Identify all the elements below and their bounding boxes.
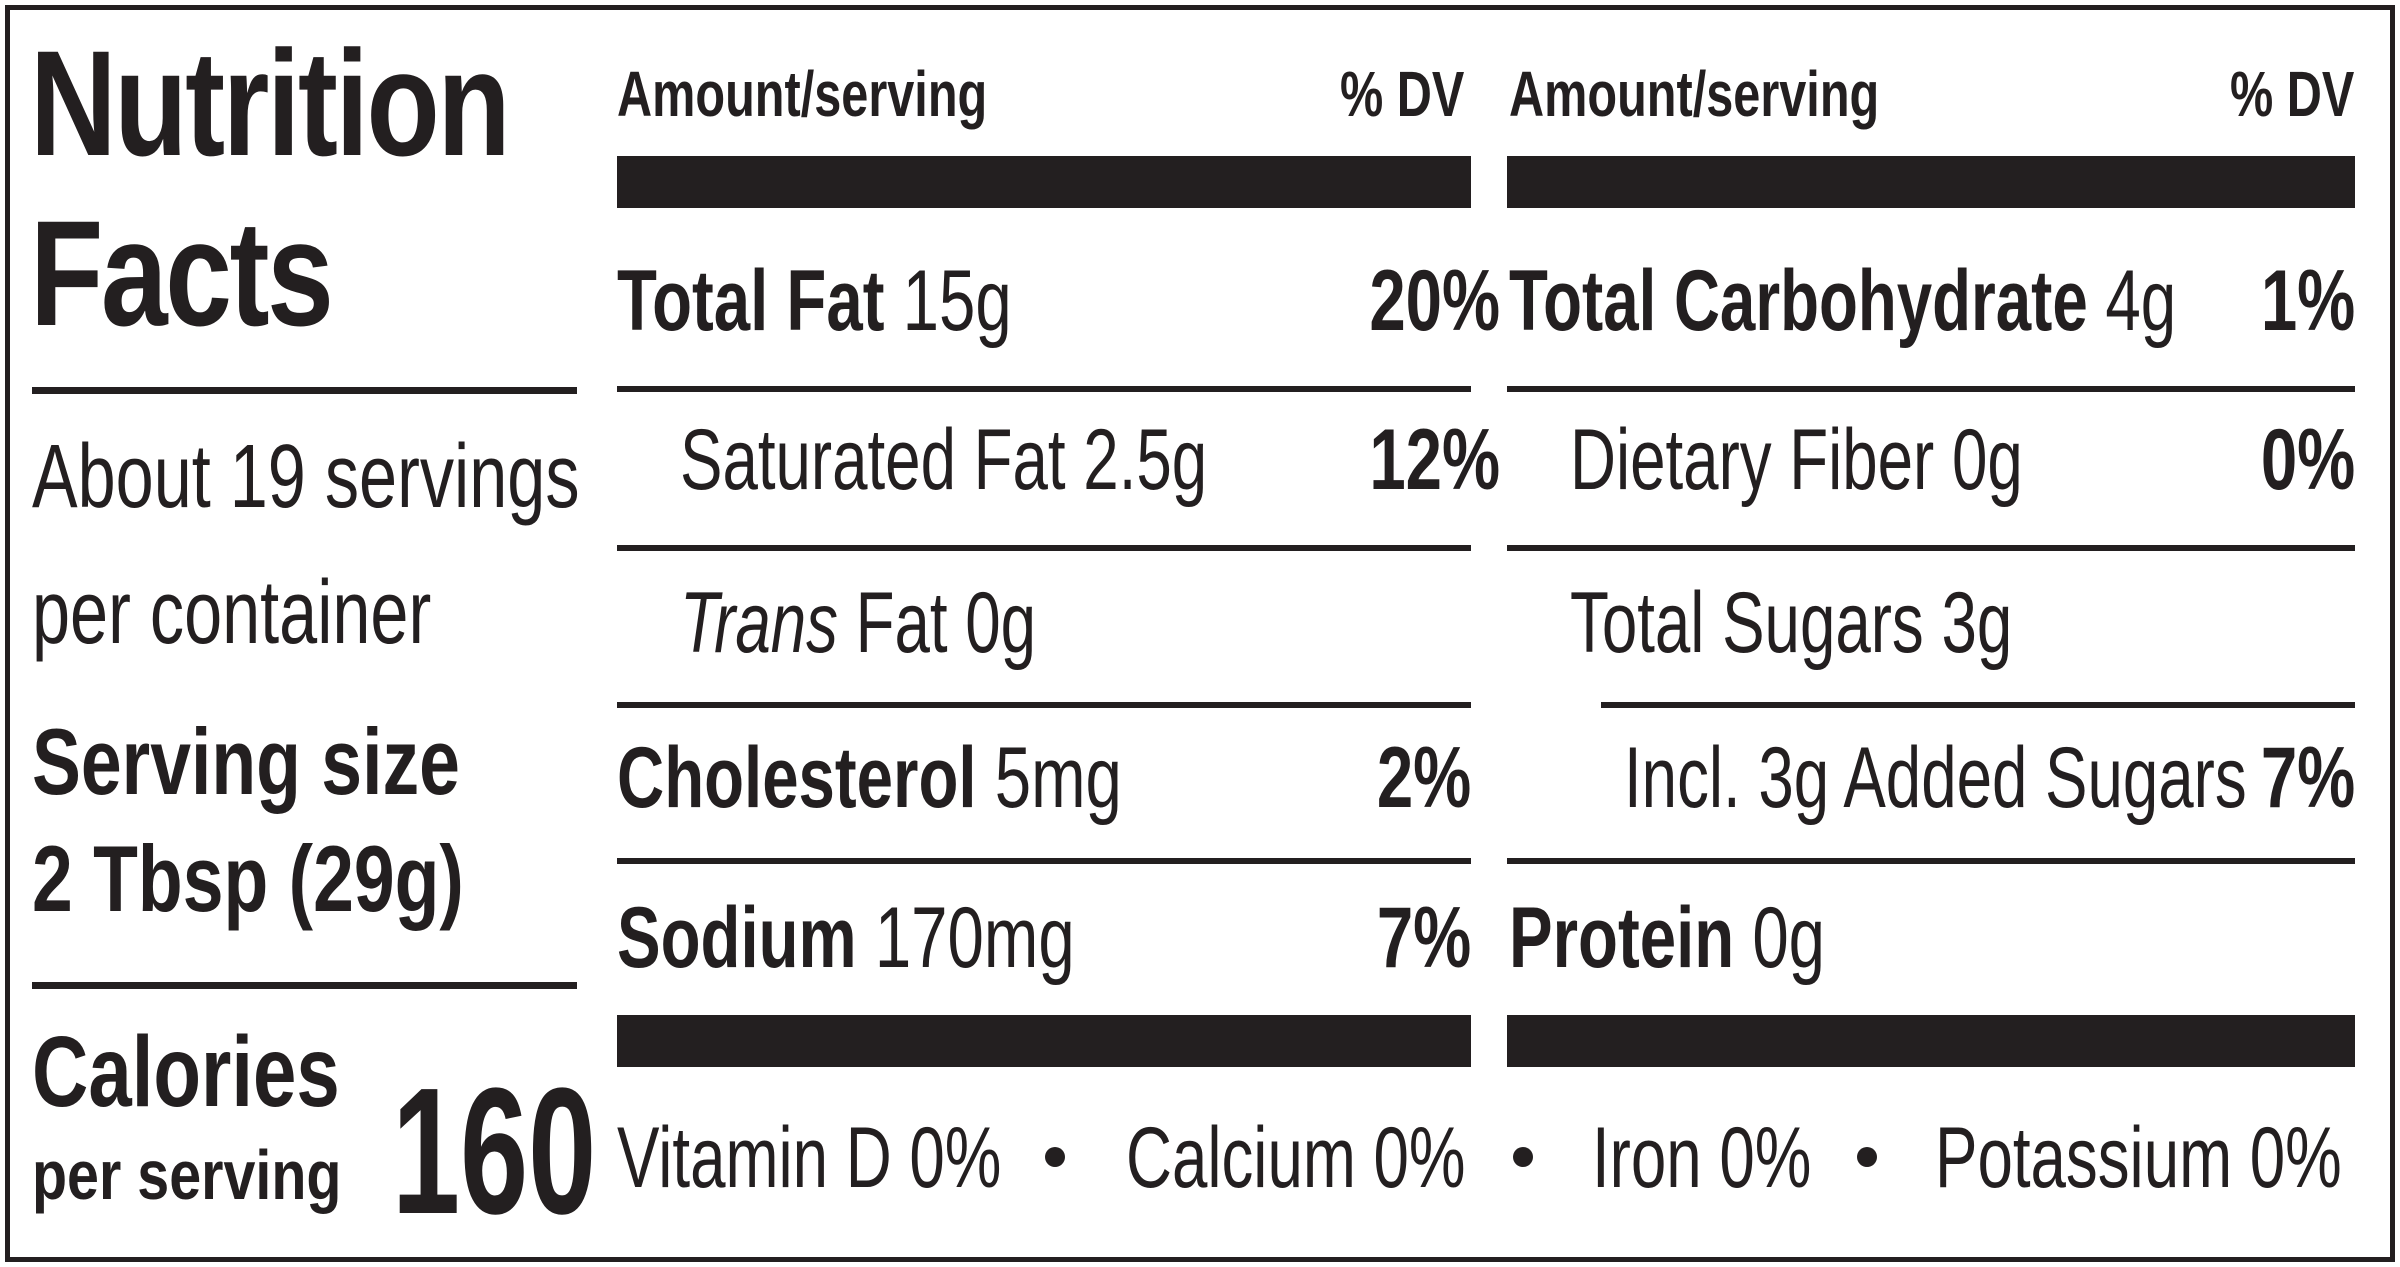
calories-value: 160 bbox=[392, 1051, 597, 1252]
title-facts: Facts bbox=[30, 189, 334, 357]
nutrient-sodium: Sodium 170mg bbox=[617, 890, 1075, 986]
nutrient-saturated-fat: Saturated Fat 2.5g bbox=[680, 412, 1208, 508]
bullet-icon bbox=[1045, 1147, 1065, 1167]
row-divider bbox=[1507, 858, 2355, 864]
calories-label: Calories bbox=[32, 1016, 340, 1128]
header-amount-right: Amount/serving bbox=[1509, 58, 1880, 130]
divider bbox=[32, 982, 577, 989]
calcium: Calcium 0% bbox=[1126, 1110, 1466, 1206]
title-nutrition: Nutrition bbox=[30, 19, 511, 187]
row-divider bbox=[1507, 545, 2355, 551]
dv-total-fat: 20% bbox=[1369, 253, 1501, 349]
dv-saturated-fat: 12% bbox=[1369, 412, 1501, 508]
nutrient-protein: Protein 0g bbox=[1509, 890, 1826, 986]
vitamin-d: Vitamin D 0% bbox=[617, 1110, 1002, 1206]
row-divider bbox=[617, 386, 1471, 392]
nutrient-total-carbohydrate: Total Carbohydrate 4g bbox=[1509, 253, 2177, 349]
serving-size-value: 2 Tbsp (29g) bbox=[32, 826, 464, 931]
nutrient-dietary-fiber: Dietary Fiber 0g bbox=[1570, 412, 2023, 508]
row-divider bbox=[617, 702, 1471, 708]
thick-bar-right bbox=[1507, 156, 2355, 208]
nutrient-cholesterol: Cholesterol 5mg bbox=[617, 730, 1122, 826]
serving-size-label: Serving size bbox=[32, 709, 460, 814]
nutrient-total-sugars: Total Sugars 3g bbox=[1570, 575, 2013, 671]
divider bbox=[32, 387, 577, 394]
row-divider bbox=[617, 545, 1471, 551]
servings-per-container-line2: per container bbox=[32, 563, 432, 663]
servings-per-container-line1: About 19 servings bbox=[32, 427, 580, 527]
header-dv-right: % DV bbox=[2230, 58, 2355, 130]
row-divider bbox=[1601, 702, 2355, 708]
header-amount-left: Amount/serving bbox=[617, 58, 988, 130]
dv-dietary-fiber: 0% bbox=[2260, 412, 2355, 508]
thick-bar-left bbox=[617, 156, 1471, 208]
calories-per-serving: per serving bbox=[32, 1136, 342, 1214]
row-divider bbox=[1507, 386, 2355, 392]
header-dv-left: % DV bbox=[1340, 58, 1465, 130]
nutrient-total-fat: Total Fat 15g bbox=[617, 253, 1012, 349]
potassium: Potassium 0% bbox=[1935, 1110, 2342, 1206]
dv-total-carbohydrate: 1% bbox=[2260, 253, 2355, 349]
thick-bar-left-bottom bbox=[617, 1015, 1471, 1067]
row-divider bbox=[617, 858, 1471, 864]
dv-added-sugars: 7% bbox=[2260, 730, 2355, 826]
dv-cholesterol: 2% bbox=[1376, 730, 1471, 826]
nutrient-trans-fat: Trans Fat 0g bbox=[680, 575, 1037, 671]
thick-bar-right-bottom bbox=[1507, 1015, 2355, 1067]
bullet-icon bbox=[1513, 1147, 1533, 1167]
dv-sodium: 7% bbox=[1376, 890, 1471, 986]
nutrient-added-sugars: Incl. 3g Added Sugars bbox=[1624, 730, 2247, 826]
iron: Iron 0% bbox=[1592, 1110, 1812, 1206]
bullet-icon bbox=[1857, 1147, 1877, 1167]
